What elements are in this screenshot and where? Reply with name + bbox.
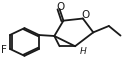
Text: O: O <box>82 10 90 20</box>
Text: H: H <box>79 47 86 56</box>
Text: F: F <box>1 45 7 55</box>
Text: O: O <box>57 2 65 12</box>
